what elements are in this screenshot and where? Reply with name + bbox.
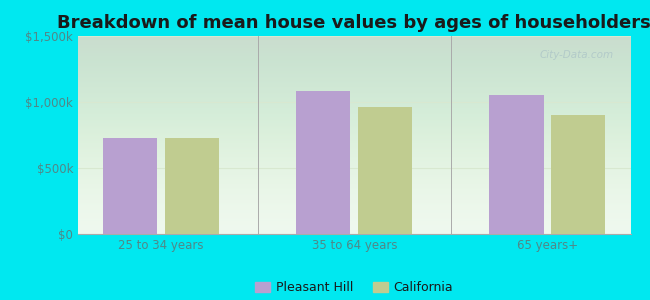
Legend: Pleasant Hill, California: Pleasant Hill, California	[250, 276, 458, 299]
Bar	[296, 92, 350, 234]
Bar	[551, 115, 605, 234]
Bar	[165, 138, 219, 234]
Bar	[103, 138, 157, 234]
Bar	[358, 107, 412, 234]
Text: City-Data.com: City-Data.com	[540, 50, 614, 60]
Title: Breakdown of mean house values by ages of householders: Breakdown of mean house values by ages o…	[57, 14, 650, 32]
Bar	[489, 95, 543, 234]
